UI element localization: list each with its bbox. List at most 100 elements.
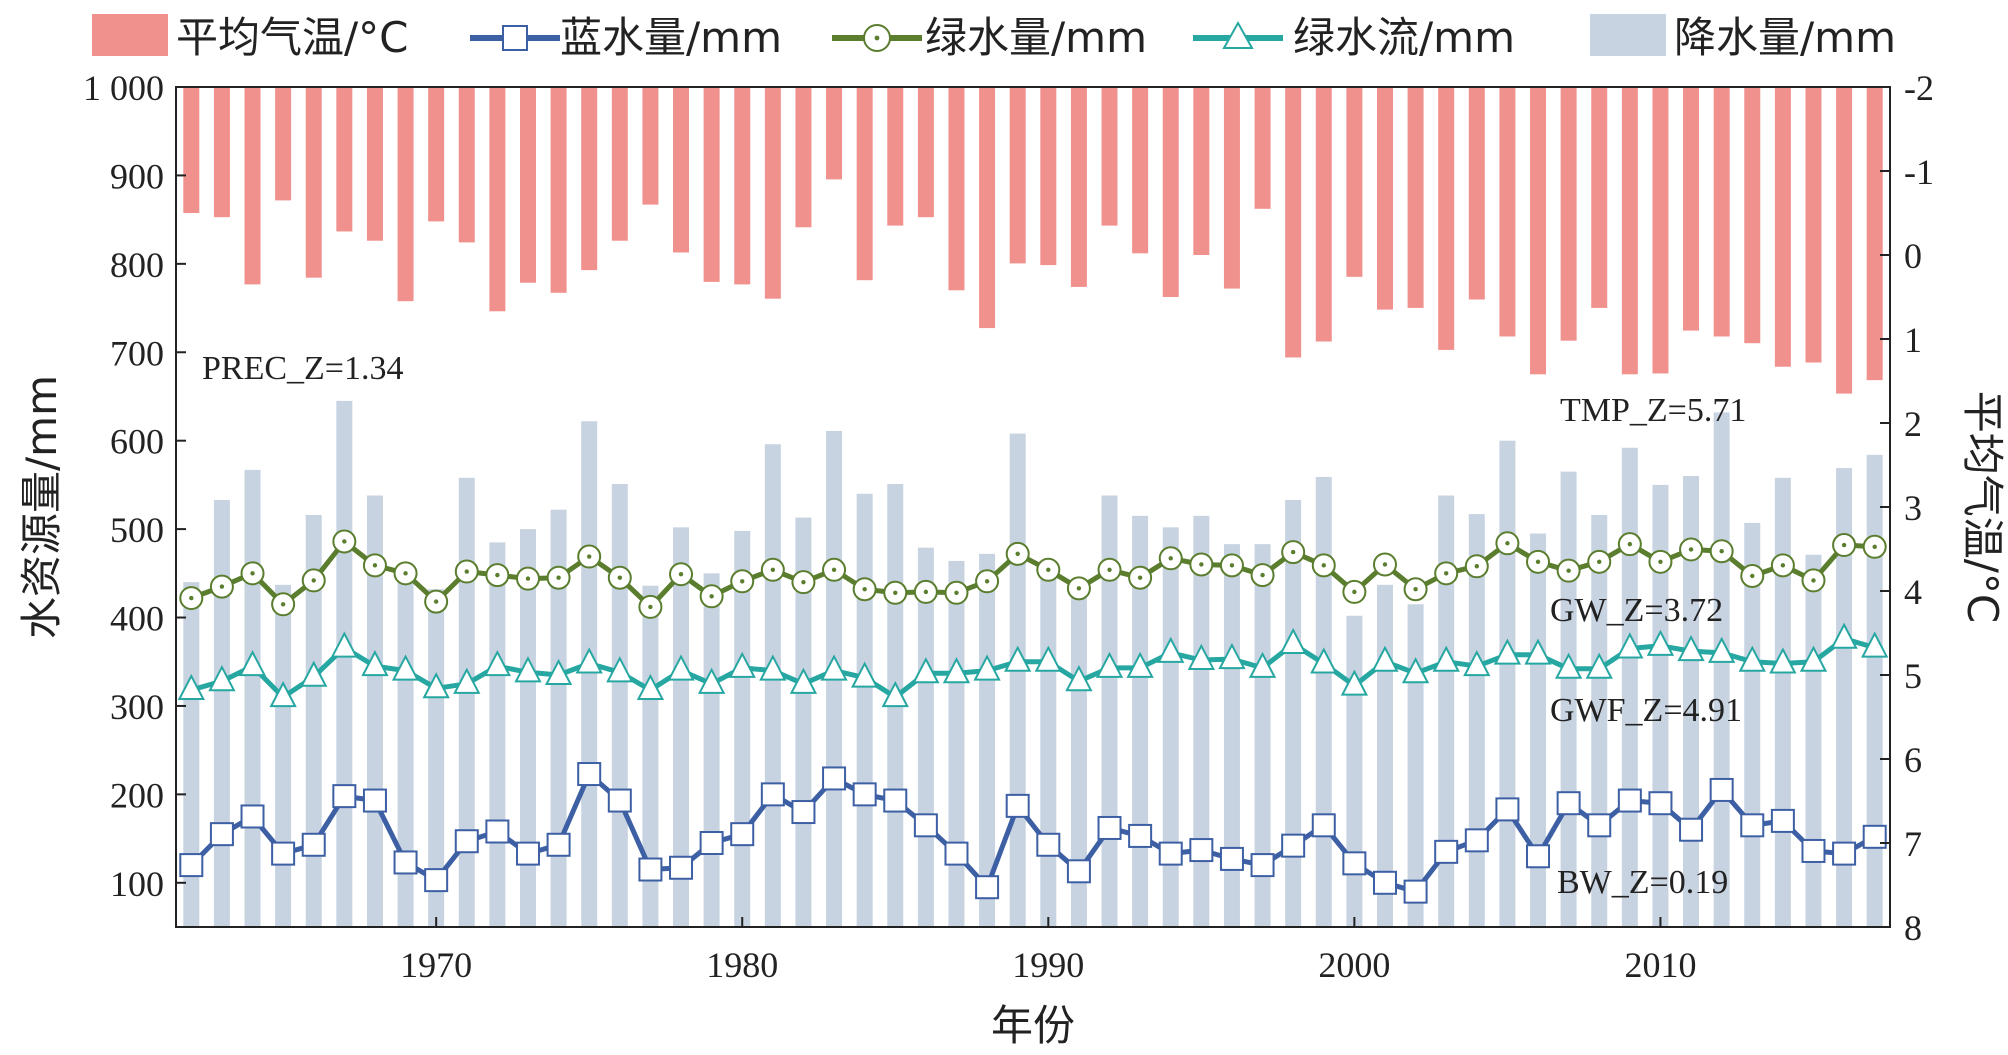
- x-tick-label-1990: 1990: [1012, 945, 1084, 985]
- prec-bar-1999: [1315, 476, 1332, 927]
- gwf-point-2010: [1646, 629, 1675, 656]
- gw-point-dot-1982: [801, 579, 806, 585]
- tmp-bar-1984: [856, 87, 873, 281]
- right-tick-label-5: 5: [1904, 656, 1922, 696]
- gw-point-dot-2004: [1474, 564, 1480, 569]
- tmp-bar-2016: [1836, 87, 1853, 394]
- gwf-point-1988: [973, 654, 1001, 681]
- gwf-point-1963: [208, 665, 236, 692]
- bw-point-1979: [699, 831, 724, 855]
- left-tick-label-900: 900: [110, 156, 164, 196]
- gw-point-dot-1986: [923, 589, 929, 595]
- tmp-bar-1977: [642, 87, 659, 205]
- gwf-point-1979: [697, 667, 726, 694]
- prec-bar-1975: [581, 421, 598, 927]
- gwf-point-1964: [238, 649, 267, 677]
- bw-point-1973: [515, 841, 540, 866]
- bw-point-2015: [1801, 838, 1826, 863]
- gwf-point-2007: [1554, 652, 1583, 679]
- gw-point-dot-1995: [1199, 562, 1204, 567]
- y-axis-title-left: 水资源量/mm: [17, 375, 66, 639]
- prec-bar-1978: [673, 527, 690, 927]
- bw-point-1966: [301, 832, 326, 857]
- gwf-point-2011: [1677, 634, 1705, 662]
- gwf-point-1991: [1065, 665, 1093, 692]
- tmp-bar-1967: [336, 87, 353, 232]
- tmp-bar-1994: [1162, 87, 1179, 297]
- bw-point-1965: [271, 841, 296, 866]
- left-tick-label-800: 800: [110, 245, 164, 285]
- gwf-point-1984: [851, 661, 879, 688]
- legend-label-prec: 降水量/mm: [1674, 13, 1896, 62]
- bw-point-1975: [577, 762, 602, 787]
- prec-bar-1976: [611, 484, 628, 927]
- gw-point-dot-1965: [280, 602, 286, 607]
- bw-point-1981: [760, 782, 785, 807]
- tmp-bar-2014: [1774, 87, 1791, 367]
- gwf-point-1970: [422, 672, 450, 699]
- gwf-point-1974: [544, 658, 573, 685]
- tmp-bar-2006: [1530, 87, 1547, 375]
- annotation-gw: GW_Z=3.72: [1550, 592, 1723, 629]
- gw-point-dot-2011: [1688, 547, 1694, 552]
- gw-point-dot-1977: [648, 604, 653, 610]
- gwf-point-1972: [483, 649, 512, 677]
- gw-point-dot-1999: [1321, 563, 1326, 568]
- bw-point-2011: [1679, 817, 1704, 842]
- x-tick-label-1980: 1980: [706, 945, 778, 985]
- bw-point-1993: [1128, 823, 1153, 848]
- tmp-bar-2013: [1744, 87, 1761, 344]
- gwf-point-1967: [330, 631, 358, 658]
- prec-bar-1991: [1070, 582, 1087, 927]
- bw-point-1977: [638, 857, 663, 882]
- y-axis-title-right: 平均气温/°C: [1958, 391, 2007, 623]
- bw-point-1988: [975, 875, 1000, 900]
- annotation-bw: BW_Z=0.19: [1557, 864, 1728, 901]
- legend-marker-gwf: [1222, 20, 1254, 49]
- x-tick-label-2000: 2000: [1318, 945, 1390, 985]
- gwf-point-1993: [1126, 651, 1154, 678]
- temperature-bars: [183, 87, 1883, 394]
- gwf-point-2017: [1861, 631, 1889, 658]
- legend-label-gw: 绿水量/mm: [925, 13, 1147, 62]
- gwf-point-2004: [1463, 649, 1491, 677]
- gw-point-dot-1963: [219, 584, 225, 589]
- prec-bar-1971: [458, 477, 475, 927]
- tmp-bar-2009: [1621, 87, 1638, 375]
- gwf-point-1997: [1248, 651, 1277, 678]
- tmp-bar-1997: [1254, 87, 1271, 209]
- prec-bar-2004: [1468, 514, 1485, 927]
- prec-bar-1969: [397, 579, 414, 927]
- gw-point-dot-1973: [525, 576, 531, 581]
- bw-point-2012: [1709, 777, 1734, 802]
- gwf-point-1977: [636, 673, 665, 701]
- bw-point-2006: [1526, 844, 1551, 869]
- prec-bar-1973: [519, 529, 536, 927]
- bw-point-2016: [1832, 841, 1857, 866]
- bw-point-1994: [1158, 841, 1183, 866]
- tmp-bar-1970: [428, 87, 445, 222]
- bw-point-1964: [240, 804, 265, 829]
- gw-point-dot-2005: [1505, 541, 1510, 546]
- bw-point-2010: [1648, 791, 1673, 816]
- prec-bar-2014: [1774, 477, 1791, 927]
- bw-point-1996: [1219, 846, 1244, 871]
- prec-bar-2016: [1836, 468, 1853, 927]
- gwf-point-1966: [300, 660, 328, 687]
- gw-point-dot-1962: [189, 595, 194, 601]
- gwf-point-2009: [1616, 632, 1644, 659]
- bw-point-2002: [1403, 879, 1428, 904]
- gw-point-dot-1990: [1046, 567, 1051, 572]
- axes: 100 200 300 400 500 600 700 800 900 1 000 -2 -1 0 1 2 3…: [83, 68, 1934, 985]
- prec-bar-1988: [979, 553, 996, 927]
- bw-point-2013: [1740, 813, 1765, 838]
- gw-point-dot-1979: [709, 594, 714, 599]
- gw-point-dot-1974: [556, 575, 561, 580]
- gwf-point-1994: [1157, 636, 1185, 663]
- tmp-bar-1979: [703, 87, 720, 282]
- tmp-bar-1962: [183, 87, 200, 213]
- gwf-point-1968: [361, 649, 389, 677]
- bw-point-1986: [913, 813, 938, 838]
- bw-point-1980: [730, 822, 755, 847]
- tmp-bar-1989: [1009, 87, 1026, 264]
